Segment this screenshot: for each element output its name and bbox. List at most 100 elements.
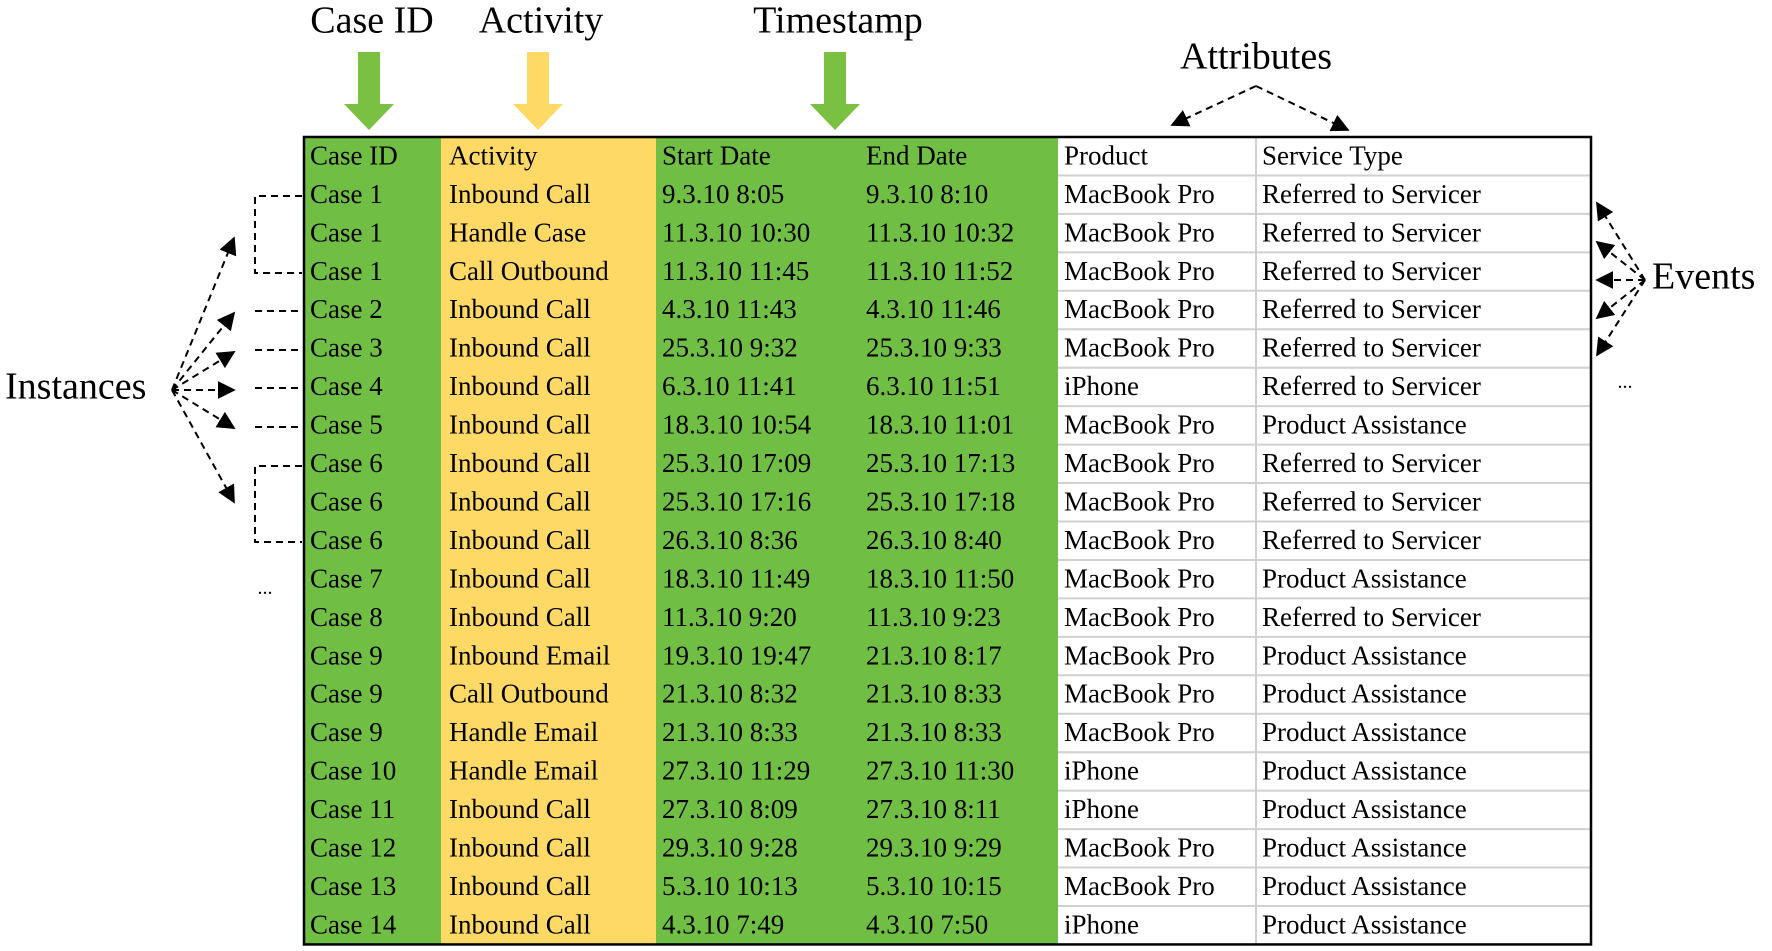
cell: Referred to Servicer: [1262, 256, 1481, 286]
cell: MacBook Pro: [1064, 563, 1215, 593]
column-bg: [1256, 137, 1591, 945]
cell: 19.3.10 19:47: [662, 640, 811, 670]
cell: Case 11: [310, 794, 395, 824]
cell: Product Assistance: [1262, 717, 1467, 747]
cell: Inbound Call: [449, 525, 591, 555]
cell: Inbound Call: [449, 179, 591, 209]
arrow-case-id: [344, 52, 394, 130]
cell: Case 1: [310, 217, 383, 247]
cell: MacBook Pro: [1064, 256, 1215, 286]
cell: 11.3.10 9:23: [866, 602, 1001, 632]
cell: 11.3.10 11:52: [866, 256, 1013, 286]
cell: 21.3.10 8:33: [662, 717, 798, 747]
cell: Case 14: [310, 909, 397, 939]
cell: Referred to Servicer: [1262, 525, 1481, 555]
cell: Case 4: [310, 371, 383, 401]
cell: Product Assistance: [1262, 756, 1467, 786]
cell: Case 1: [310, 179, 383, 209]
cell: Inbound Call: [449, 833, 591, 863]
cell: 11.3.10 10:30: [662, 217, 810, 247]
activity-label: Activity: [479, 0, 604, 42]
cell: Case 13: [310, 871, 396, 901]
cell: 5.3.10 10:13: [662, 871, 798, 901]
cell: Case 7: [310, 563, 383, 593]
cell: Referred to Servicer: [1262, 333, 1481, 363]
cell: 11.3.10 9:20: [662, 602, 797, 632]
cell: Inbound Call: [449, 486, 591, 516]
cell: 4.3.10 7:50: [866, 909, 988, 939]
events-label: Events: [1652, 256, 1755, 298]
cell: 29.3.10 9:29: [866, 833, 1002, 863]
cell: MacBook Pro: [1064, 679, 1215, 709]
column-bg: [656, 137, 860, 945]
cell: Case 6: [310, 448, 383, 478]
cell: Case 9: [310, 640, 383, 670]
cell: MacBook Pro: [1064, 486, 1215, 516]
cell: Case 5: [310, 410, 383, 440]
cell: Case 2: [310, 294, 383, 324]
header-cell: Case ID: [310, 140, 398, 170]
cell: Referred to Servicer: [1262, 217, 1481, 247]
cell: MacBook Pro: [1064, 179, 1215, 209]
cell: Referred to Servicer: [1262, 602, 1481, 632]
cell: Case 8: [310, 602, 383, 632]
cell: Inbound Email: [449, 640, 610, 670]
cell: 25.3.10 17:16: [662, 486, 811, 516]
cell: 21.3.10 8:33: [866, 717, 1002, 747]
cell: Inbound Call: [449, 410, 591, 440]
cell: 27.3.10 8:09: [662, 794, 798, 824]
header-cell: Start Date: [662, 140, 771, 170]
column-bg: [860, 137, 1058, 945]
cell: Referred to Servicer: [1262, 179, 1481, 209]
cell: MacBook Pro: [1064, 333, 1215, 363]
cell: iPhone: [1064, 371, 1139, 401]
cell: Product Assistance: [1262, 410, 1467, 440]
cell: Case 3: [310, 333, 383, 363]
cell: Handle Email: [449, 717, 598, 747]
cell: Inbound Call: [449, 294, 591, 324]
cell: MacBook Pro: [1064, 871, 1215, 901]
cell: Case 6: [310, 525, 383, 555]
ellipsis: ...: [258, 577, 273, 599]
table: Case ID Activity Start Date End Date Product…: [302, 135, 1593, 946]
cell: iPhone: [1064, 756, 1139, 786]
cell: 25.3.10 9:32: [662, 333, 798, 363]
cell: 9.3.10 8:10: [866, 179, 988, 209]
ellipsis: ...: [1618, 371, 1633, 393]
cell: Inbound Call: [449, 448, 591, 478]
cell: 27.3.10 11:30: [866, 756, 1014, 786]
column-bg: [1058, 137, 1256, 945]
cell: Inbound Call: [449, 871, 591, 901]
cell: Referred to Servicer: [1262, 294, 1481, 324]
column-bg: [441, 137, 656, 945]
cell: MacBook Pro: [1064, 448, 1215, 478]
cell: Case 9: [310, 679, 383, 709]
cell: 4.3.10 11:43: [662, 294, 797, 324]
cell: 4.3.10 7:49: [662, 909, 784, 939]
cell: 25.3.10 17:09: [662, 448, 811, 478]
cell: 25.3.10 17:13: [866, 448, 1015, 478]
cell: 18.3.10 11:49: [662, 563, 810, 593]
instance-arrows: [171, 236, 237, 504]
cell: 21.3.10 8:32: [662, 679, 798, 709]
cell: 18.3.10 10:54: [662, 410, 812, 440]
cell: 18.3.10 11:50: [866, 563, 1014, 593]
cell: Call Outbound: [449, 679, 609, 709]
header-cell: Activity: [449, 140, 538, 170]
cell: MacBook Pro: [1064, 294, 1215, 324]
cell: 11.3.10 11:45: [662, 256, 809, 286]
arrow-activity: [513, 52, 563, 130]
header-cell: Service Type: [1262, 140, 1403, 170]
event-arrows: [1595, 201, 1646, 357]
cell: Product Assistance: [1262, 563, 1467, 593]
cell: iPhone: [1064, 909, 1139, 939]
header-cell: End Date: [866, 140, 967, 170]
cell: Inbound Call: [449, 371, 591, 401]
cell: 4.3.10 11:46: [866, 294, 1001, 324]
cell: Call Outbound: [449, 256, 609, 286]
cell: Inbound Call: [449, 794, 591, 824]
attributes-arrow: [1255, 85, 1350, 132]
cell: Product Assistance: [1262, 909, 1467, 939]
cell: Case 9: [310, 717, 383, 747]
